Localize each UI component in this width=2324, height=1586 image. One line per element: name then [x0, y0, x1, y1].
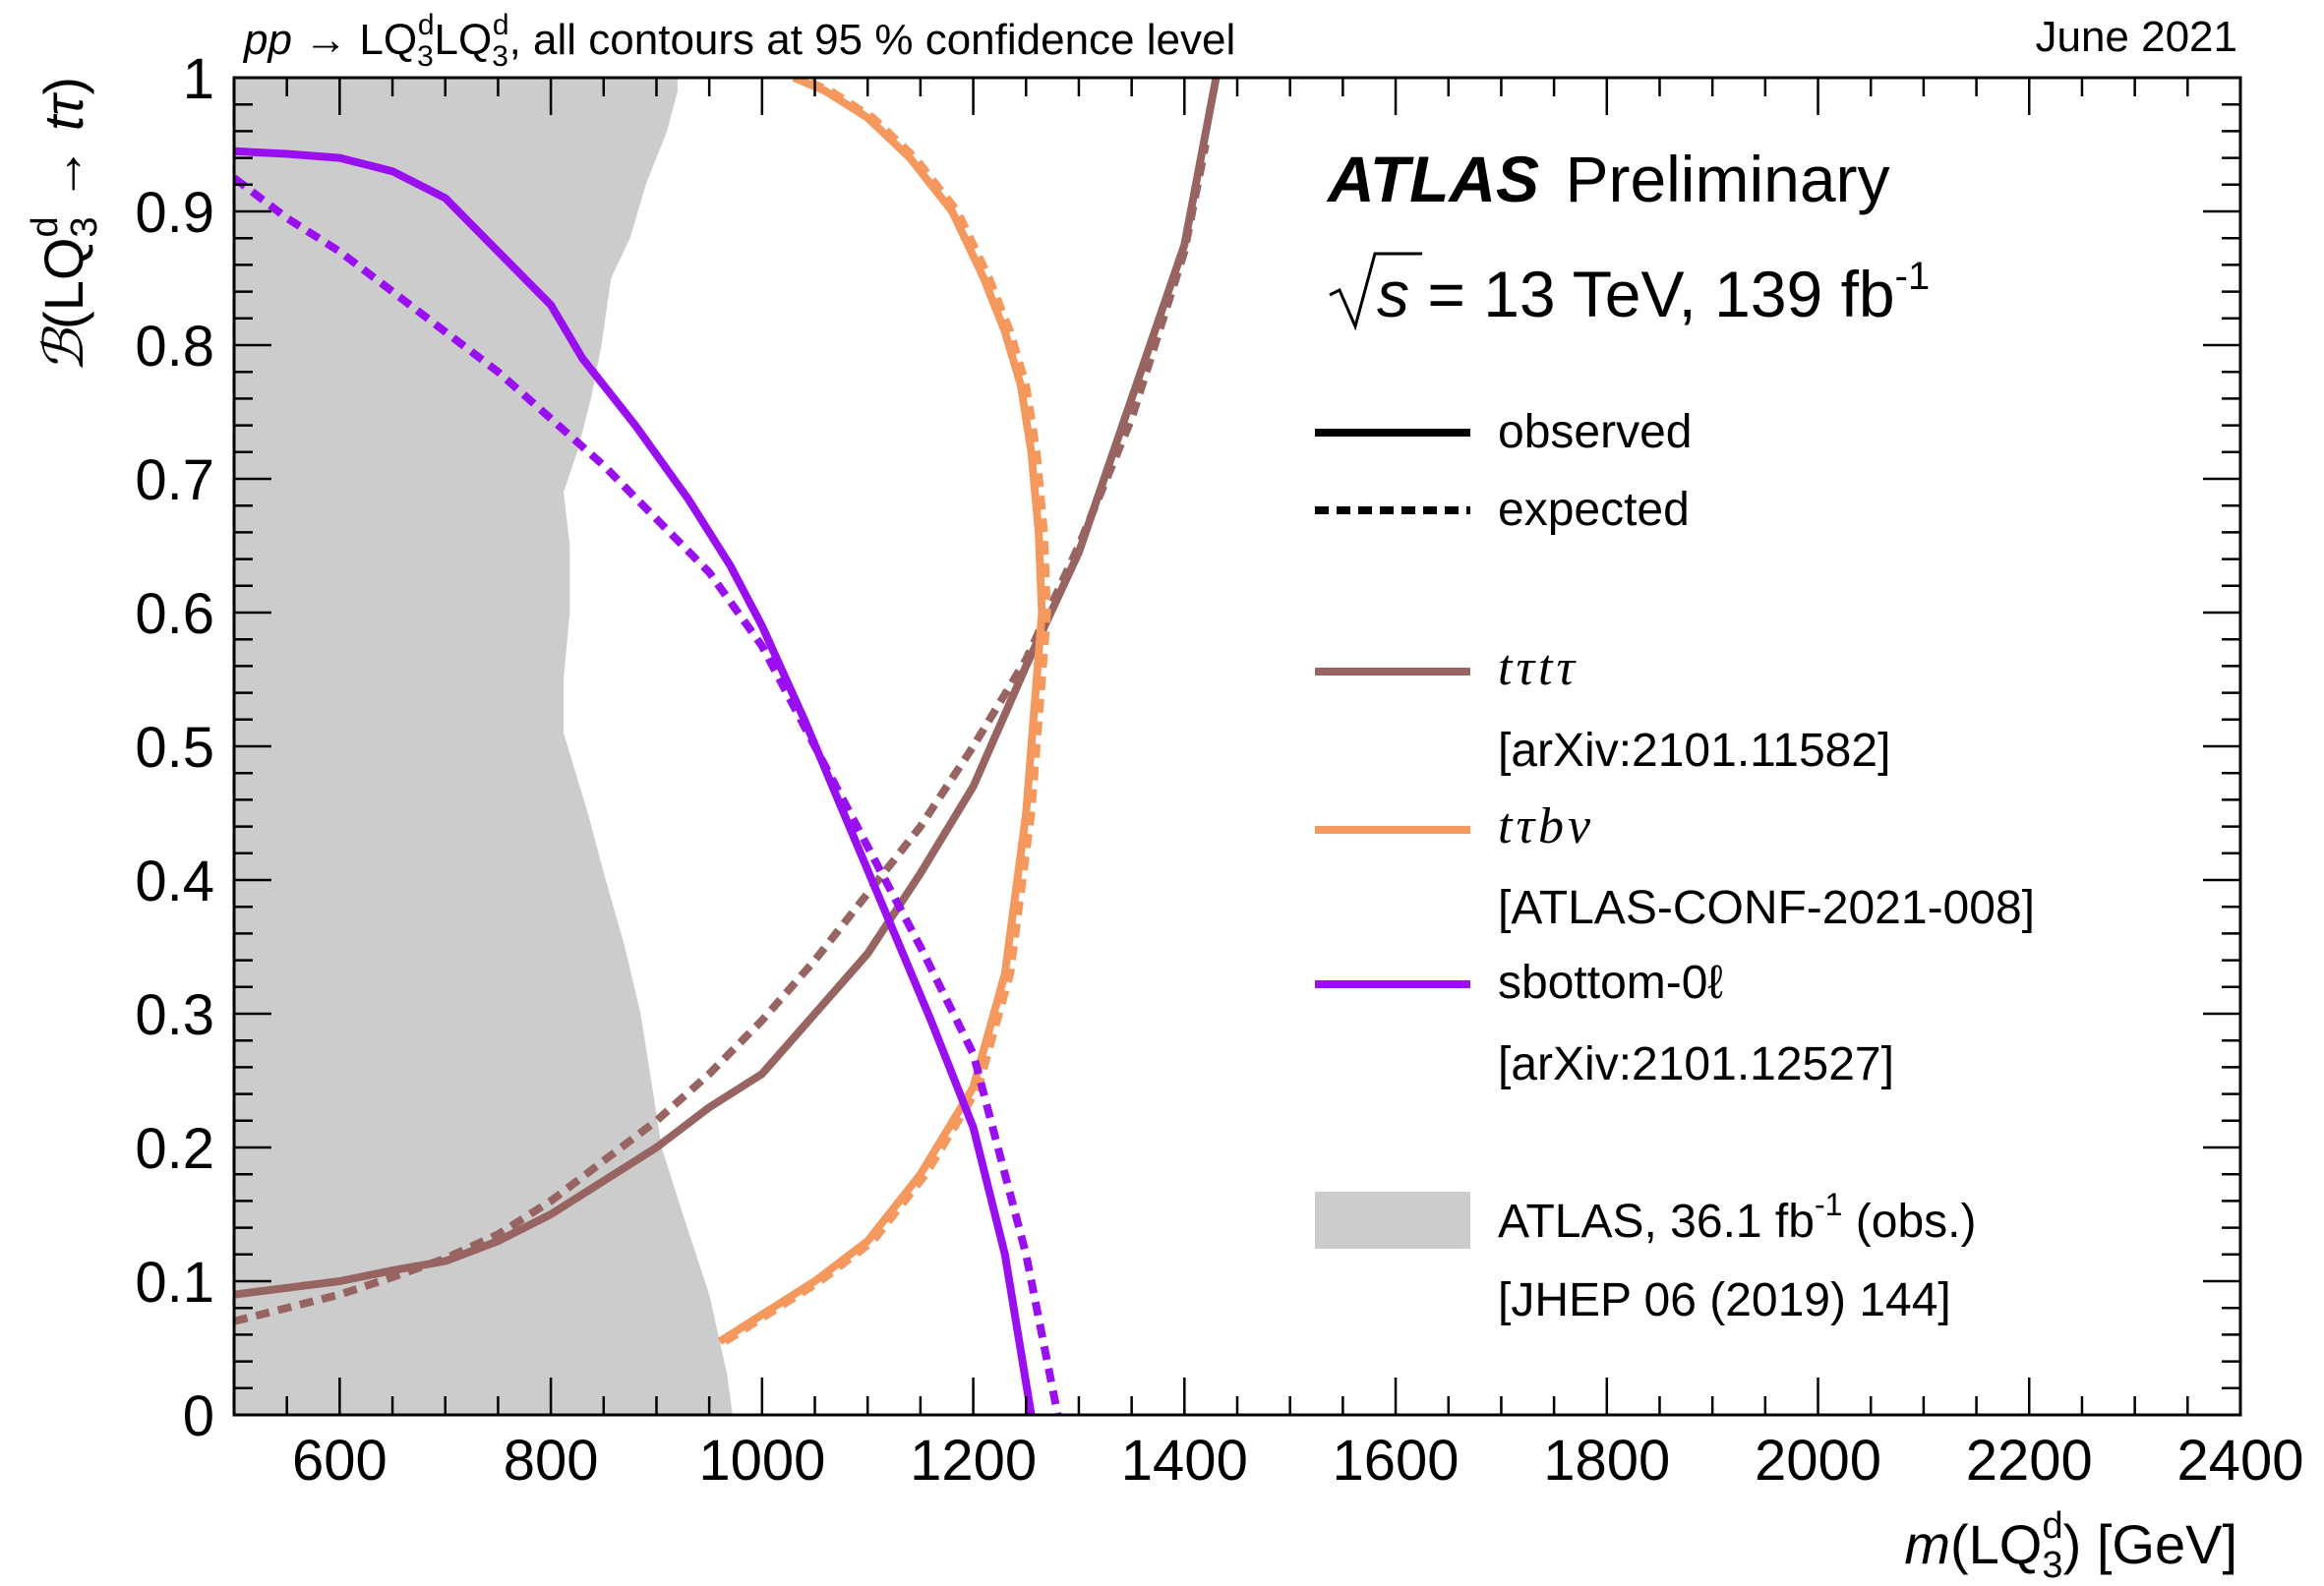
x-tick-label: 2000: [1755, 1429, 1881, 1493]
x-tick-label: 1600: [1333, 1429, 1460, 1493]
atlas-label: ATLAS Preliminary: [1326, 143, 1890, 215]
series-layer: [234, 78, 1221, 1415]
y-tick-label: 0.3: [135, 983, 214, 1047]
legend-sbottom-label: sbottom-0ℓ: [1498, 957, 1723, 1009]
x-axis-title: m(LQ3d) [GeV]: [1904, 1505, 2237, 1586]
legend-band-reference: [JHEP 06 (2019) 144]: [1498, 1274, 1951, 1326]
series-line-4: [234, 147, 1036, 1415]
x-tick-labels: 600 800 1000 1200 1400 1600 1800 2000 2200 2400: [292, 1429, 2304, 1493]
legend-band-label: ATLAS, 36.1 fb-1 (obs.): [1498, 1187, 1976, 1248]
y-tick-label: 0.1: [135, 1251, 214, 1315]
x-tick-label: 800: [504, 1429, 599, 1493]
svg-text:s = 13 TeV, 139 fb-1: s = 13 TeV, 139 fb-1: [1377, 255, 1930, 330]
series-line-3: [723, 78, 1051, 1345]
legend-ttaubnu-reference: [ATLAS-CONF-2021-008]: [1498, 882, 2035, 934]
y-tick-label: 0.2: [135, 1117, 214, 1181]
series-line-5: [234, 174, 1062, 1415]
x-tick-label: 1400: [1121, 1429, 1248, 1493]
excluded-region-band: [234, 78, 733, 1415]
legend-ttautau-label: tτtτ: [1498, 640, 1579, 696]
y-axis-title: ℬ(LQ3d → tτ): [25, 77, 105, 373]
process-title: pp → LQ3dLQ3d, all contours at 95 % conf…: [242, 9, 1235, 73]
sqrt-symbol: [1329, 252, 1422, 331]
y-tick-label: 0.5: [135, 716, 214, 780]
y-tick-label: 0.4: [135, 850, 214, 913]
series-line-2: [717, 78, 1046, 1345]
x-tick-label: 1200: [910, 1429, 1037, 1493]
y-tick-label: 0: [183, 1384, 214, 1448]
x-tick-label: 1000: [698, 1429, 825, 1493]
legend-ttautau-reference: [arXiv:2101.11582]: [1498, 725, 1890, 777]
legend-expected-label: expected: [1498, 484, 1690, 536]
y-tick-label: 0.8: [135, 315, 214, 379]
legend-observed-label: observed: [1498, 406, 1692, 458]
y-tick-label: 0.7: [135, 448, 214, 512]
y-tick-label: 0.9: [135, 181, 214, 245]
axis-ticks: [232, 76, 2242, 1417]
legend-ttaubnu-label: tτbν: [1498, 798, 1594, 854]
x-tick-label: 1800: [1543, 1429, 1670, 1493]
legend-sbottom-reference: [arXiv:2101.12527]: [1498, 1038, 1894, 1090]
y-tick-label: 0.6: [135, 582, 214, 646]
x-tick-label: 2200: [1966, 1429, 2093, 1493]
y-tick-label: 1: [183, 47, 214, 111]
legend-band-swatch: [1315, 1192, 1470, 1249]
x-tick-label: 2400: [2176, 1429, 2303, 1493]
date-label: June 2021: [2035, 13, 2237, 61]
x-tick-label: 600: [292, 1429, 387, 1493]
y-tick-labels: 0 0.1 0.2 0.3 0.4 0.5 0.6 0.7 0.8 0.9 1: [135, 47, 214, 1448]
energy-lumi-label: s = 13 TeV, 139 fb-1: [1329, 252, 1930, 331]
